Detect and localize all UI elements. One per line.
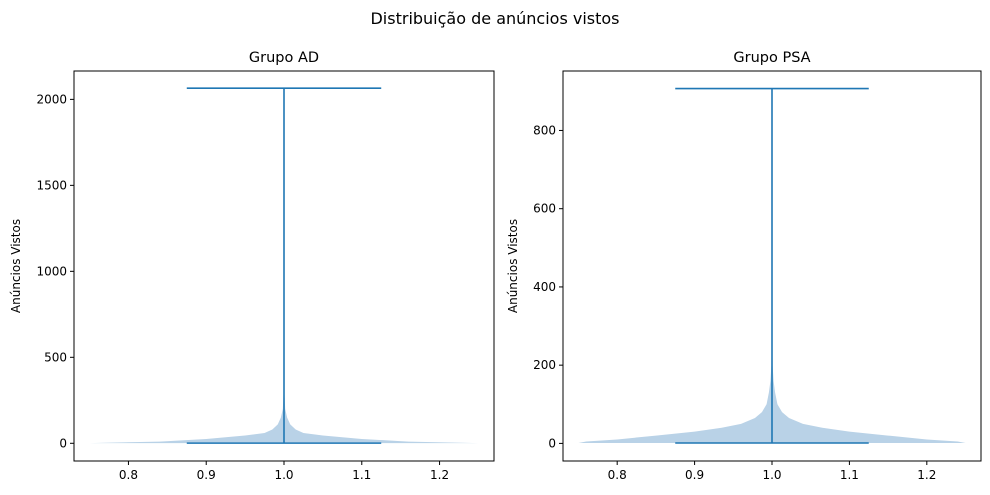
- subplot-1: 0.8 0.9 1.0 1.1 1.2 0 500 1000 1500 2000 Grupo AD A…: [9, 50, 495, 482]
- subplot-title: Grupo PSA: [733, 50, 810, 66]
- x-tick-label: 0.8: [119, 468, 138, 482]
- figure-title: Distribuição de anúncios vistos: [370, 9, 619, 28]
- x-tick-label: 1.0: [274, 468, 293, 482]
- y-tick-label: 0: [548, 436, 556, 450]
- x-tick-label: 1.1: [840, 468, 859, 482]
- x-tick-label: 0.8: [608, 468, 627, 482]
- y-axis-label: Anúncios Vistos: [506, 219, 520, 313]
- subplot-2: 0.8 0.9 1.0 1.1 1.2 0 200 400 600 800 Grupo PSA Anú…: [506, 50, 982, 482]
- x-tick-label: 1.2: [917, 468, 936, 482]
- y-tick-label: 800: [533, 123, 556, 137]
- y-tick-label: 200: [533, 358, 556, 372]
- y-tick-label: 600: [533, 202, 556, 216]
- x-tick-label: 1.1: [352, 468, 371, 482]
- y-tick-label: 400: [533, 280, 556, 294]
- subplot-title: Grupo AD: [249, 50, 319, 66]
- y-tick-label: 1000: [36, 264, 67, 278]
- x-tick-label: 1.2: [430, 468, 449, 482]
- y-tick-label: 0: [59, 436, 67, 450]
- x-tick-label: 0.9: [685, 468, 704, 482]
- y-tick-label: 2000: [36, 92, 67, 106]
- y-tick-label: 500: [44, 350, 67, 364]
- x-tick-label: 0.9: [197, 468, 216, 482]
- y-tick-label: 1500: [36, 178, 67, 192]
- x-tick-label: 1.0: [762, 468, 781, 482]
- y-axis-label: Anúncios Vistos: [9, 219, 23, 313]
